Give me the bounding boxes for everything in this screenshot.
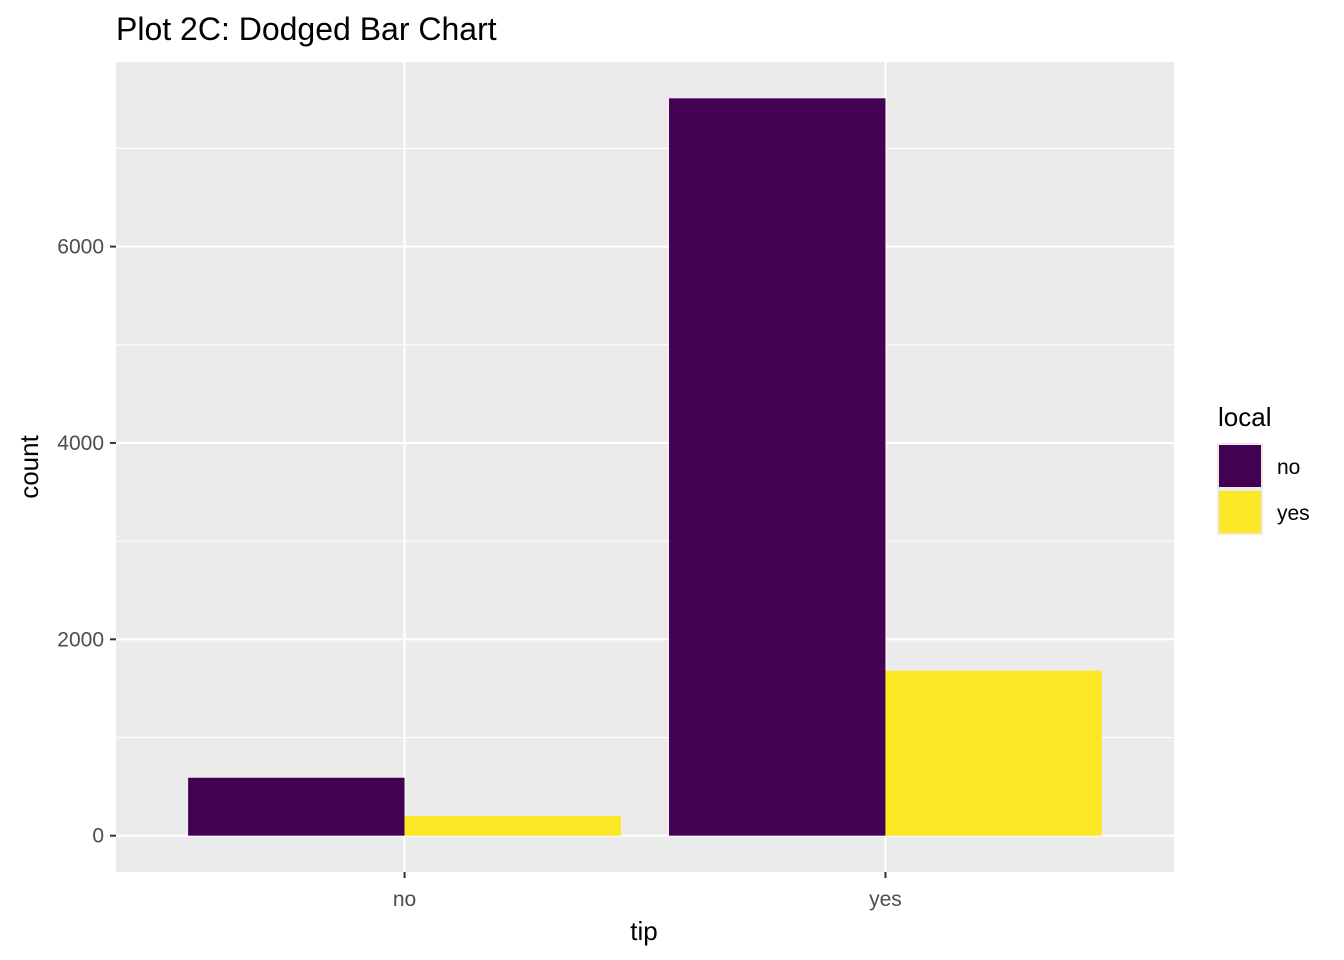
legend-title: local (1218, 402, 1271, 432)
y-tick-label: 2000 (57, 628, 104, 651)
bar-no-no (188, 777, 405, 836)
legend-label-no: no (1277, 456, 1300, 479)
bar-no-yes (404, 816, 621, 836)
x-axis-title: tip (630, 916, 657, 946)
bar-yes-no (669, 98, 886, 836)
x-axis: no yes (393, 872, 902, 911)
legend-key-no (1217, 443, 1263, 489)
bars (188, 98, 1102, 836)
legend-key-yes (1217, 489, 1263, 535)
legend: local no yes (1217, 402, 1310, 535)
bar-yes-yes (885, 670, 1102, 836)
x-tick-label: yes (869, 888, 902, 911)
legend-label-yes: yes (1277, 502, 1310, 525)
y-axis-title: count (14, 434, 44, 498)
x-tick-label: no (393, 888, 416, 911)
y-tick-label: 0 (92, 825, 104, 848)
chart-title: Plot 2C: Dodged Bar Chart (116, 11, 497, 47)
y-tick-label: 6000 (57, 236, 104, 259)
y-axis: 0 2000 4000 6000 (57, 236, 116, 848)
y-tick-label: 4000 (57, 432, 104, 455)
